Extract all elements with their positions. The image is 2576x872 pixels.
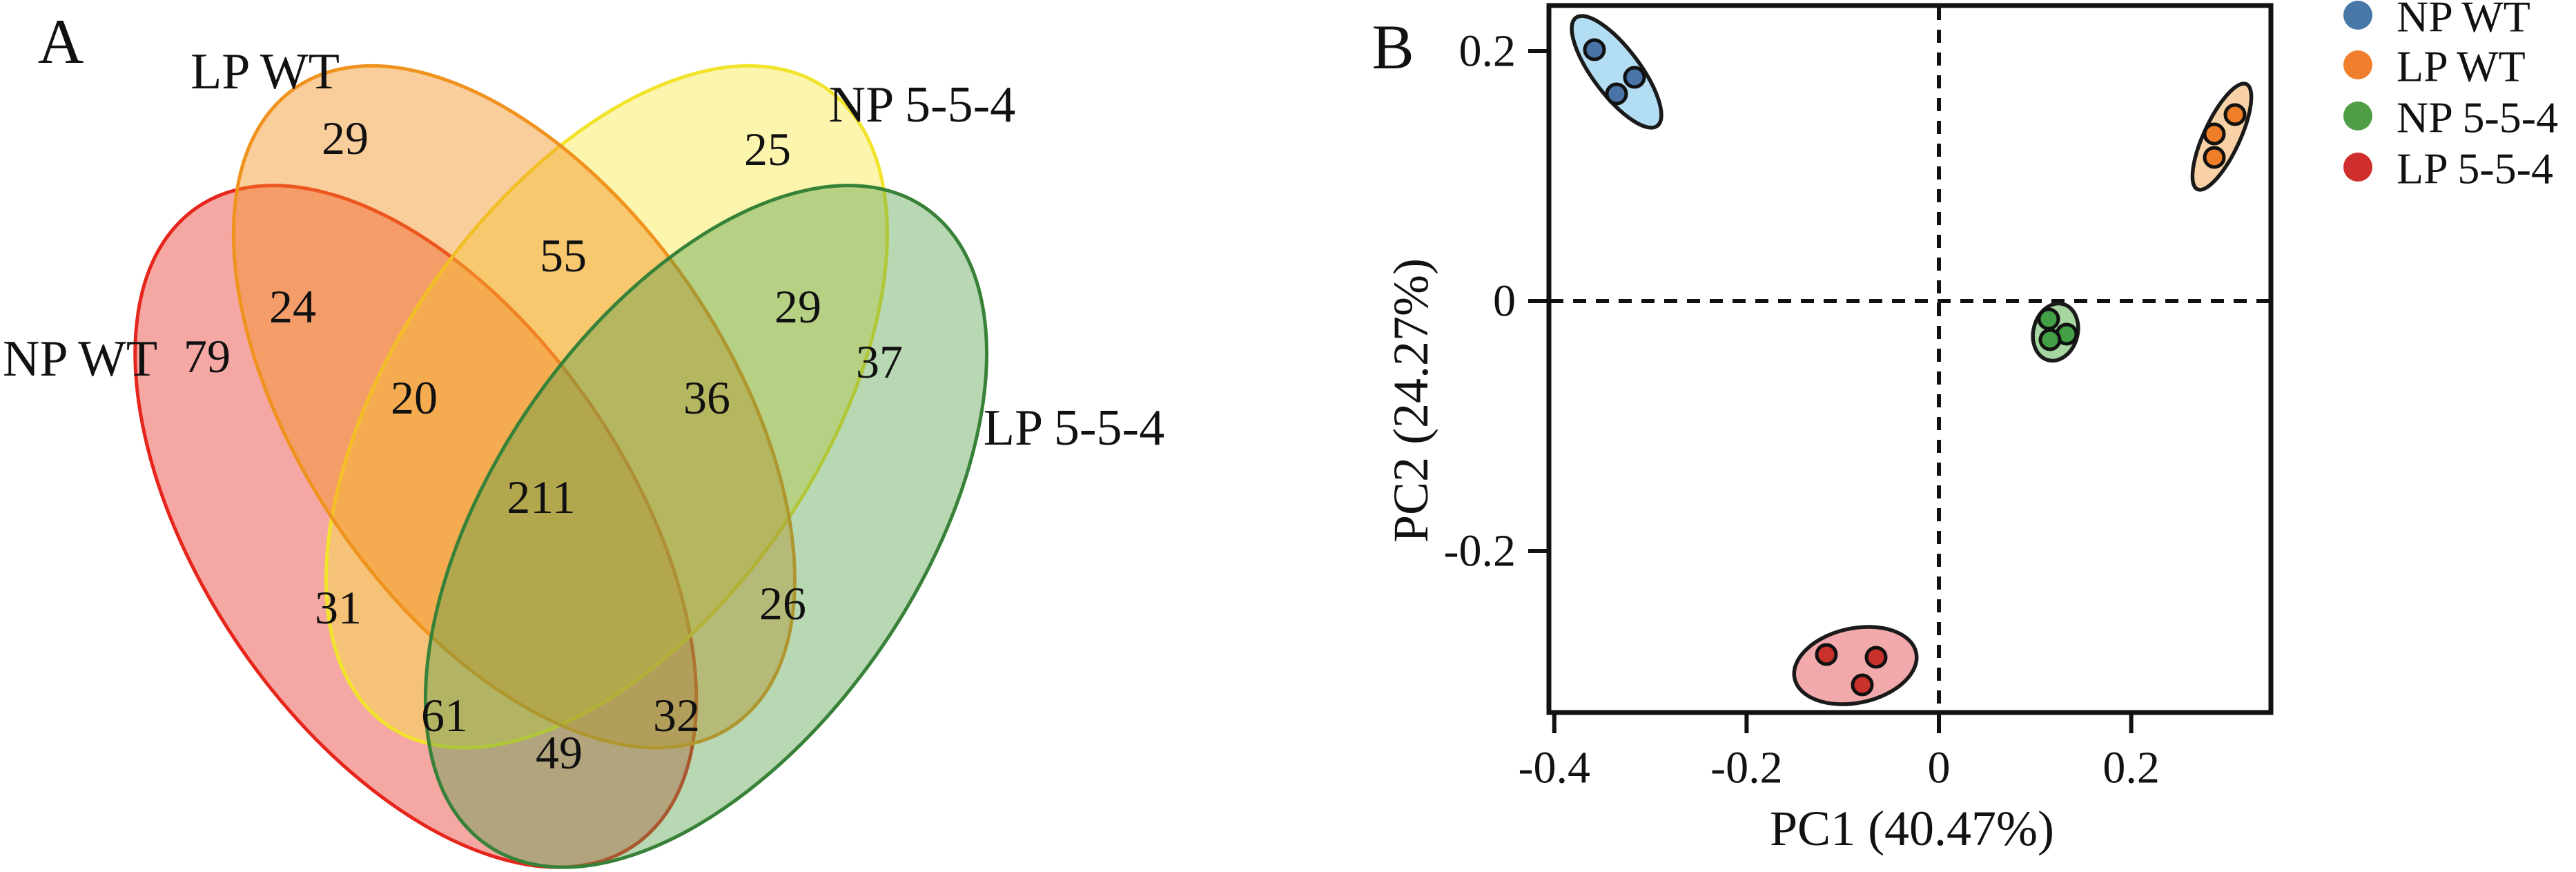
legend-swatch-np-554 bbox=[2343, 101, 2372, 130]
legend-swatch-np-wt bbox=[2343, 1, 2372, 30]
venn-count-np554-lp554: 29 bbox=[774, 280, 821, 333]
venn-ellipse-lp-554 bbox=[323, 61, 1089, 872]
y-axis-title: PC2 (24.27%) bbox=[1383, 258, 1438, 543]
data-point bbox=[2037, 307, 2060, 331]
legend-label-lp-554: LP 5-5-4 bbox=[2397, 144, 2553, 193]
venn-set-label-lp-554: LP 5-5-4 bbox=[984, 400, 1164, 456]
y-tick-label-0: 0.2 bbox=[1459, 26, 1516, 77]
y-tick-label-1: 0 bbox=[1493, 276, 1516, 327]
venn-count-npwt-lpwt-lp554: 32 bbox=[653, 689, 700, 742]
venn-count-lp-wt-only: 29 bbox=[322, 112, 369, 164]
panel-a-venn: A LP WT NP 5-5-4 NP WT LP 5-5-4 79 29 25… bbox=[3, 0, 1164, 872]
panel-b-label: B bbox=[1372, 12, 1414, 82]
venn-count-npwt-lpwt: 24 bbox=[269, 280, 316, 333]
data-point bbox=[1623, 66, 1646, 89]
panel-a-label: A bbox=[38, 6, 84, 77]
venn-count-npwt-lpwt-np554: 20 bbox=[391, 371, 438, 424]
legend-swatch-lp-554 bbox=[2343, 153, 2372, 182]
data-point bbox=[1583, 38, 1606, 61]
venn-set-label-lp-wt: LP WT bbox=[191, 43, 340, 100]
venn-set-label-np-wt: NP WT bbox=[3, 331, 157, 387]
plot-frame bbox=[1546, 3, 2274, 715]
venn-count-lpwt-lp554: 26 bbox=[759, 577, 806, 630]
data-point bbox=[2203, 146, 2226, 169]
x-tick-label-1: -0.2 bbox=[1710, 743, 1782, 793]
x-axis-title: PC1 (40.47%) bbox=[1770, 801, 2054, 856]
data-point bbox=[2038, 328, 2062, 351]
plot-legend: NP WT LP WT NP 5-5-4 LP 5-5-4 bbox=[2343, 0, 2558, 193]
venn-ellipse-lp-wt bbox=[131, 0, 897, 872]
legend-label-np-wt: NP WT bbox=[2397, 0, 2530, 41]
venn-count-all-four: 211 bbox=[507, 471, 575, 523]
venn-count-npwt-lp554: 49 bbox=[536, 726, 583, 779]
cluster-lp-wt bbox=[2190, 81, 2254, 192]
venn-count-npwt-np554-lp554: 61 bbox=[421, 689, 468, 742]
cluster-ellipse-np-wt bbox=[1570, 14, 1663, 130]
venn-set-label-np-554: NP 5-5-4 bbox=[829, 77, 1016, 133]
data-point bbox=[1815, 643, 1838, 666]
y-tick-label-2: -0.2 bbox=[1444, 526, 1516, 577]
data-point bbox=[2203, 122, 2226, 146]
data-point bbox=[1851, 673, 1874, 697]
venn-count-lp-554-only: 37 bbox=[856, 336, 903, 388]
venn-count-npwt-np554: 31 bbox=[315, 581, 362, 634]
legend-label-np-554: NP 5-5-4 bbox=[2397, 93, 2558, 142]
x-tick-label-2: 0 bbox=[1928, 743, 1951, 793]
data-point bbox=[2223, 103, 2247, 126]
venn-ellipse-np-554 bbox=[224, 0, 989, 872]
panel-b-pca: B -0.4 -0.2 0 0.2 0.2 0 -0.2 PC1 (40.47%… bbox=[1372, 0, 2558, 856]
venn-count-np-wt-only: 79 bbox=[184, 330, 231, 382]
venn-count-lpwt-np554-lp554: 36 bbox=[683, 371, 730, 424]
venn-ellipse-np-wt bbox=[33, 61, 799, 872]
data-point bbox=[1864, 646, 1888, 669]
legend-swatch-lp-wt bbox=[2343, 50, 2372, 79]
cluster-np-wt bbox=[1570, 14, 1663, 130]
cluster-np-554 bbox=[2031, 301, 2080, 363]
legend-label-lp-wt: LP WT bbox=[2397, 42, 2526, 91]
x-tick-label-3: 0.2 bbox=[2102, 743, 2160, 793]
data-point bbox=[1605, 82, 1628, 106]
cluster-lp-554 bbox=[1792, 625, 1919, 706]
cluster-ellipse-lp-554 bbox=[1792, 625, 1919, 706]
venn-count-np-554-only: 25 bbox=[744, 123, 791, 175]
venn-count-lpwt-np554: 55 bbox=[540, 229, 587, 282]
x-tick-label-0: -0.4 bbox=[1519, 743, 1590, 793]
